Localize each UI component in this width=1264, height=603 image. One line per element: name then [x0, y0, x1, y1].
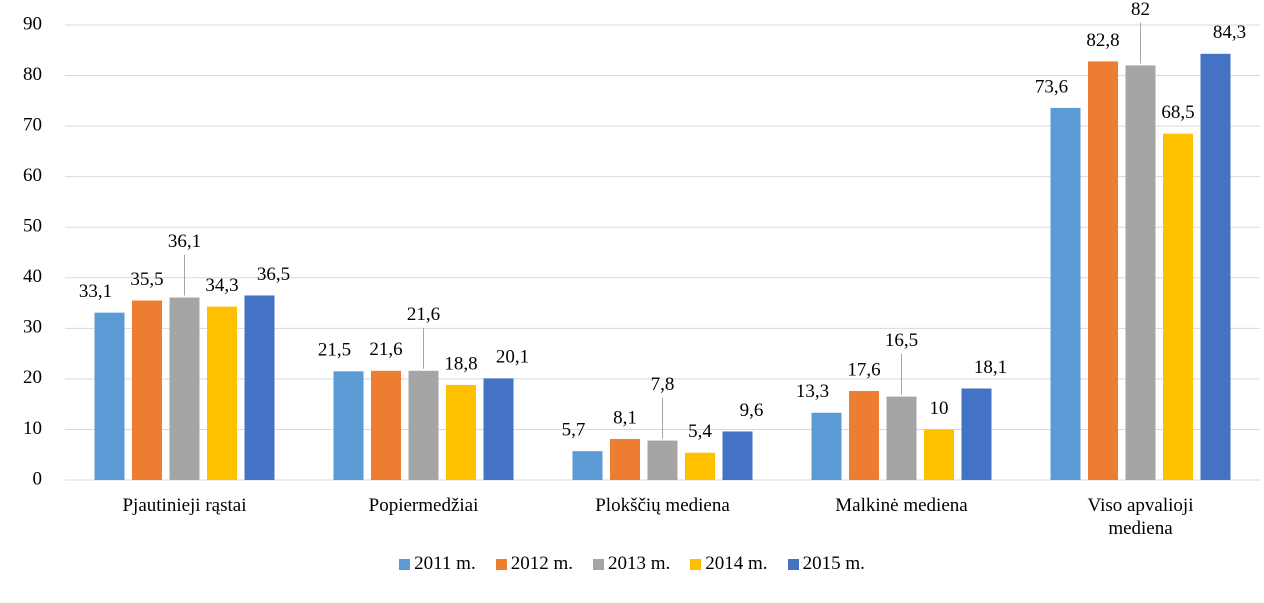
data-label: 35,5 [130, 269, 163, 290]
data-label: 84,3 [1213, 22, 1246, 43]
legend-item: 2014 m. [690, 553, 768, 575]
data-label: 21,6 [407, 304, 440, 325]
y-tick-label: 10 [23, 418, 42, 439]
bar [647, 440, 678, 480]
data-label: 18,8 [444, 353, 477, 374]
data-label: 73,6 [1035, 76, 1068, 97]
bar [408, 370, 439, 480]
bar [169, 297, 200, 480]
bar [333, 371, 364, 480]
legend-swatch [690, 558, 702, 570]
legend-swatch [787, 558, 799, 570]
y-tick-label: 30 [23, 317, 42, 338]
bar [849, 391, 879, 480]
data-label: 8,1 [613, 407, 637, 428]
bar [924, 429, 954, 480]
data-label: 16,5 [885, 330, 918, 351]
legend-label: 2014 m. [705, 553, 768, 574]
data-label: 10 [930, 398, 949, 419]
data-label: 9,6 [740, 400, 764, 421]
y-tick-label: 20 [23, 367, 42, 388]
data-label: 33,1 [79, 281, 112, 302]
legend-item: 2012 m. [495, 553, 573, 575]
data-label: 17,6 [847, 359, 880, 380]
y-tick-label: 70 [23, 114, 42, 135]
data-label: 21,6 [369, 339, 402, 360]
data-label: 20,1 [496, 347, 529, 368]
bar [1088, 61, 1118, 481]
bar [1163, 133, 1193, 480]
legend: 2011 m. 2012 m. 2013 m. 2014 m. 2015 m. [0, 553, 1264, 575]
data-label: 5,4 [688, 421, 712, 442]
bar [446, 384, 476, 480]
x-tick-label: Malkinė mediena [835, 495, 968, 516]
data-label: 68,5 [1161, 102, 1194, 123]
x-tick-label: Plokščių mediena [595, 495, 730, 516]
bar [483, 378, 514, 480]
legend-item: 2013 m. [593, 553, 670, 575]
legend-swatch [399, 558, 411, 570]
legend-label: 2011 m. [414, 553, 476, 574]
legend-label: 2015 m. [802, 553, 865, 574]
bar [886, 396, 917, 480]
legend-label: 2012 m. [510, 553, 573, 574]
data-label: 36,1 [168, 231, 201, 252]
y-tick-label: 80 [23, 64, 42, 85]
bar [572, 451, 603, 480]
bar [244, 295, 275, 480]
legend-swatch [593, 558, 604, 570]
bar [811, 412, 842, 480]
data-label: 5,7 [562, 420, 586, 441]
data-label: 18,1 [974, 357, 1007, 378]
data-label: 7,8 [651, 374, 675, 395]
bar [685, 452, 715, 480]
bar [1050, 107, 1081, 481]
bar [371, 370, 401, 480]
legend-item: 2015 m. [787, 553, 865, 575]
x-tick-label: Popiermedžiai [368, 495, 479, 516]
data-label: 34,3 [205, 275, 238, 296]
data-label: 82 [1131, 0, 1150, 20]
bar [94, 312, 125, 480]
legend-swatch [495, 558, 507, 570]
bar [207, 306, 237, 480]
y-tick-label: 40 [23, 266, 42, 287]
bar [132, 300, 162, 480]
bar [722, 431, 753, 480]
legend-item: 2011 m. [399, 553, 476, 575]
data-label: 13,3 [796, 381, 829, 402]
x-tick-label: Pjautinieji rąstai [122, 495, 247, 516]
y-tick-label: 90 [23, 13, 42, 34]
x-tick-label: Viso apvalioji mediena [1087, 495, 1194, 539]
bar [961, 388, 992, 480]
bar [1125, 65, 1156, 480]
data-label: 21,5 [318, 340, 351, 361]
bar [1200, 53, 1231, 481]
y-tick-label: 60 [23, 165, 42, 186]
y-tick-label: 0 [33, 468, 43, 489]
bar [610, 439, 640, 480]
legend-label: 2013 m. [608, 553, 671, 574]
data-label: 36,5 [257, 264, 290, 285]
data-label: 82,8 [1086, 30, 1119, 51]
y-tick-label: 50 [23, 216, 42, 237]
